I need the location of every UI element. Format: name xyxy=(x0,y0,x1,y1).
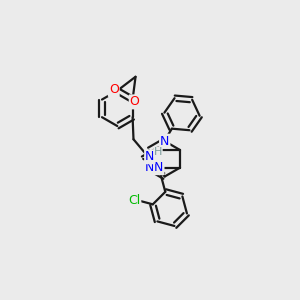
Text: O: O xyxy=(109,83,119,96)
Text: H: H xyxy=(154,147,162,157)
Text: N: N xyxy=(145,150,154,163)
Text: N: N xyxy=(154,161,164,174)
Text: Cl: Cl xyxy=(128,194,140,207)
Text: O: O xyxy=(130,95,140,108)
Text: N: N xyxy=(160,135,169,148)
Text: N: N xyxy=(145,161,154,174)
